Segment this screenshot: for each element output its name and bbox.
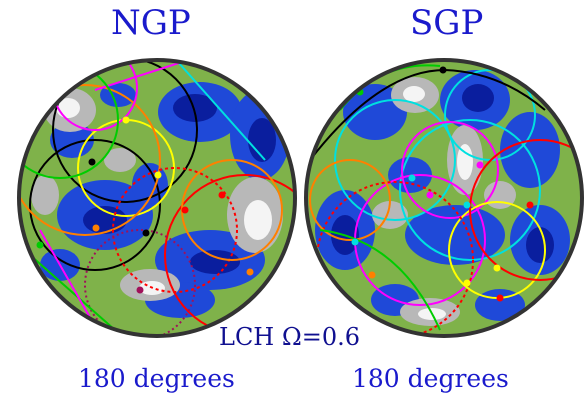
sgp-sky-map bbox=[304, 58, 584, 338]
ngp-extent-label: 180 degrees bbox=[78, 364, 235, 393]
model-caption: LCH Ω=0.6 bbox=[219, 323, 361, 351]
ngp-circle-overlays bbox=[19, 60, 295, 336]
sgp-title: SGP bbox=[410, 3, 484, 43]
sgp-extent-label: 180 degrees bbox=[352, 364, 509, 393]
sgp-circle-markers bbox=[351, 66, 534, 302]
ngp-sky-map bbox=[17, 58, 297, 338]
ngp-title: NGP bbox=[111, 3, 191, 43]
